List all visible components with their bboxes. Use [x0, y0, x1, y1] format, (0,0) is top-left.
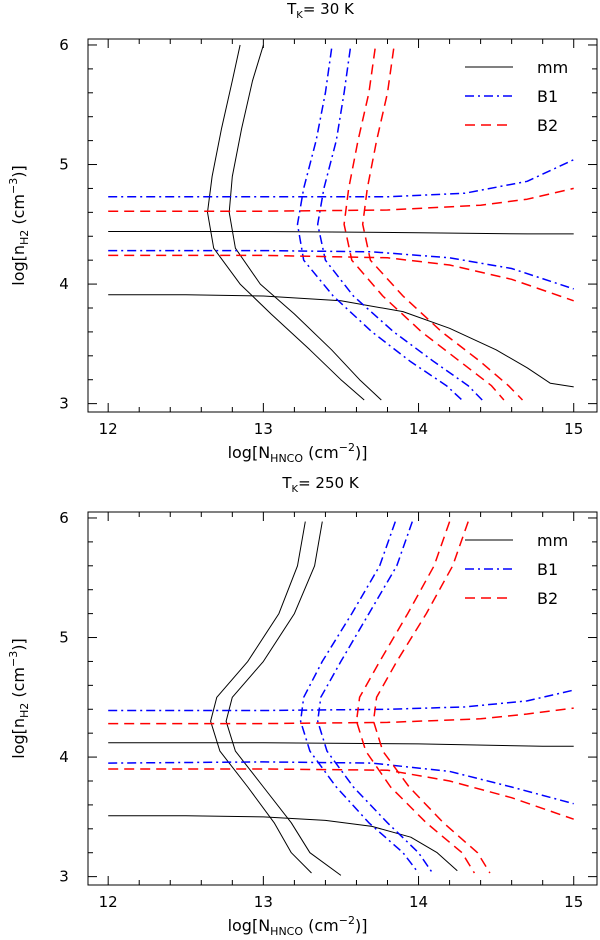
series-b2-line-4: [372, 521, 491, 874]
series-b1-line-3: [296, 48, 463, 401]
panel-title: TK= 250 K: [281, 474, 359, 495]
series-b2-line-2: [108, 254, 574, 302]
x-axis-label: log[NHNCO (cm−2)]: [228, 914, 368, 938]
series-b1-line-3: [299, 521, 420, 874]
series-b2-line-2: [108, 768, 574, 820]
x-tick-label: 14: [409, 893, 428, 911]
x-tick-label: 13: [254, 420, 273, 438]
series-b1-line-4: [316, 48, 483, 401]
series-b2-line-1: [108, 187, 574, 212]
y-tick-label: 4: [59, 275, 69, 293]
x-axis-label: log[NHNCO (cm−2)]: [228, 441, 368, 465]
x-tick-label: 15: [564, 420, 583, 438]
plot-frame: [87, 511, 598, 886]
series-b2-line-3: [343, 48, 505, 401]
series-mm-line-1: [108, 294, 574, 388]
x-tick-label: 13: [254, 893, 273, 911]
series-mm-line-2: [108, 231, 574, 235]
y-tick-label: 5: [59, 156, 69, 174]
series-mm-line-1: [108, 815, 458, 872]
series-b2-line-1: [108, 707, 574, 725]
series-b1-line-1: [108, 159, 575, 198]
y-tick-label: 5: [59, 629, 69, 647]
series-b2-line-3: [355, 521, 476, 874]
chart-panel-1: TK= 30 K 12 13 14 15 3 4 5 6 log[NHNCO (cm−2)] log…: [7, 0, 598, 465]
legend-label-b2: B2: [537, 589, 558, 608]
x-tick-label: 14: [409, 420, 428, 438]
legend-label-mm: mm: [537, 58, 568, 77]
legend-label-mm: mm: [537, 531, 568, 550]
y-tick-label: 3: [59, 395, 69, 413]
legend-label-b1: B1: [537, 560, 558, 579]
y-tick-label: 6: [59, 509, 69, 527]
panel-title: TK= 30 K: [286, 0, 355, 21]
series-mm-line-4: [228, 44, 382, 401]
y-tick-label: 6: [59, 36, 69, 54]
series-mm-line-3: [210, 521, 312, 874]
x-tick-label: 15: [564, 893, 583, 911]
series-b1-line-2: [108, 761, 574, 805]
plot-frame: [87, 38, 598, 413]
y-tick-label: 3: [59, 868, 69, 886]
series-mm-line-3: [207, 44, 365, 401]
y-axis-label: log[nH2 (cm−3)]: [7, 165, 31, 285]
chart-panel-2: TK= 250 K 12 13 14 15 3 4 5 6 log[NHNCO (cm−2)] lo…: [7, 474, 598, 938]
x-tick-label: 12: [99, 420, 118, 438]
x-tick-label: 12: [99, 893, 118, 911]
legend-label-b2: B2: [537, 116, 558, 135]
y-axis-label: log[nH2 (cm−3)]: [7, 638, 31, 758]
series-b2-line-4: [361, 48, 524, 401]
series-b1-line-1: [108, 689, 574, 712]
series-b1-line-4: [316, 521, 434, 874]
legend-label-b1: B1: [537, 87, 558, 106]
series-mm-line-2: [108, 742, 574, 747]
y-tick-label: 4: [59, 748, 69, 766]
series-mm-line-4: [225, 521, 342, 876]
